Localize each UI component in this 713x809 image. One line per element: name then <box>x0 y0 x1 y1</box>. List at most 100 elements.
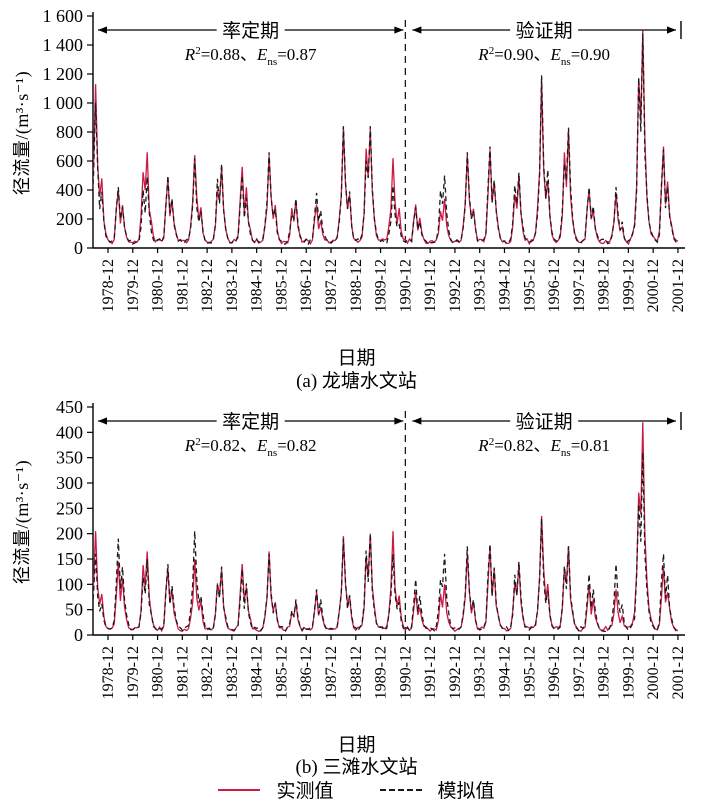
period-stats-part: =0.87 <box>277 45 317 64</box>
x-tick-label: 1998-12 <box>596 259 613 312</box>
period-stats-part: E <box>550 436 562 455</box>
y-tick-label: 250 <box>56 498 83 518</box>
y-tick-label: 300 <box>56 473 83 493</box>
legend-simulated-label: 模拟值 <box>437 781 495 802</box>
y-axis-label-a: 径流量/(m³·s⁻¹) <box>12 70 32 196</box>
period-stats: R2=0.82、Ens=0.81 <box>477 436 610 459</box>
x-tick-label: 2001-12 <box>670 259 687 312</box>
x-tick-label: 1995-12 <box>521 646 538 699</box>
x-tick-label: 1980-12 <box>150 259 167 312</box>
period-stats-part: =0.90 <box>571 45 610 64</box>
period-stats-part: =0.82、 <box>201 436 257 455</box>
period-label: 验证期 <box>516 20 573 42</box>
y-tick-label: 0 <box>74 238 83 258</box>
x-tick-label: 1991-12 <box>422 646 439 699</box>
x-tick-label: 1981-12 <box>174 646 191 699</box>
y-tick-label: 350 <box>56 448 83 468</box>
x-tick-label: 1982-12 <box>199 259 216 312</box>
y-tick-label: 1 000 <box>43 93 84 113</box>
simulated-series-line <box>93 33 678 246</box>
y-tick-label: 0 <box>74 625 83 645</box>
y-tick-label: 1 400 <box>43 35 84 55</box>
x-tick-label: 2001-12 <box>670 646 687 699</box>
x-tick-label: 1984-12 <box>249 646 266 699</box>
period-stats-part: ns <box>267 447 277 459</box>
arrowhead <box>98 417 107 425</box>
x-tick-label: 1996-12 <box>546 259 563 312</box>
period-stats-part: =0.88、 <box>201 45 257 64</box>
x-tick-label: 1984-12 <box>249 259 266 312</box>
period-stats-part: ns <box>267 56 277 68</box>
arrowhead <box>394 26 404 34</box>
x-tick-label: 1986-12 <box>298 646 315 699</box>
period-stats-part: E <box>256 436 268 455</box>
legend-observed-label: 实测值 <box>276 781 334 802</box>
period-stats-part: =0.90、 <box>494 45 550 64</box>
period-stats-part: 2 <box>195 45 201 57</box>
y-tick-label: 400 <box>56 422 83 442</box>
y-tick-label: 800 <box>56 122 83 142</box>
y-axis-label-b: 径流量/(m³·s⁻¹) <box>12 459 32 585</box>
period-stats-part: 2 <box>195 436 201 448</box>
x-tick-label: 1988-12 <box>348 646 365 699</box>
x-tick-label: 1986-12 <box>298 259 315 312</box>
simulated-series-line <box>93 452 679 633</box>
x-tick-label: 1988-12 <box>348 259 365 312</box>
x-tick-label: 1979-12 <box>125 646 142 699</box>
x-tick-label: 1983-12 <box>224 259 241 312</box>
period-stats-part: R <box>184 45 196 64</box>
legend-simulated-line-swatch <box>379 788 422 791</box>
x-tick-label: 1990-12 <box>397 646 414 699</box>
x-axis-label-b: 日期 <box>337 735 376 756</box>
period-stats-part: 2 <box>489 45 495 57</box>
x-tick-label: 1981-12 <box>174 259 191 312</box>
arrowhead <box>98 26 107 34</box>
y-tick-label: 600 <box>56 151 83 171</box>
x-tick-label: 1994-12 <box>496 259 513 312</box>
period-stats-part: =0.81 <box>571 436 610 455</box>
arrowhead <box>667 26 676 34</box>
x-tick-label: 1993-12 <box>472 646 489 699</box>
x-tick-label: 1978-12 <box>100 646 117 699</box>
period-stats: R2=0.88、Ens=0.87 <box>184 45 317 68</box>
period-label: 验证期 <box>516 411 573 433</box>
x-tick-label: 1997-12 <box>571 259 588 312</box>
observed-series-line <box>93 30 679 246</box>
period-stats-part: 2 <box>489 436 495 448</box>
arrowhead <box>412 417 422 425</box>
period-stats: R2=0.90、Ens=0.90 <box>477 45 610 68</box>
y-tick-label: 100 <box>56 574 83 594</box>
station-caption-b: (b) 三滩水文站 <box>295 757 418 778</box>
period-label: 率定期 <box>222 20 279 42</box>
x-tick-label: 1995-12 <box>521 259 538 312</box>
x-tick-label: 2000-12 <box>645 259 662 312</box>
period-stats-part: E <box>550 45 562 64</box>
x-tick-label: 1998-12 <box>596 646 613 699</box>
x-tick-label: 1989-12 <box>373 259 390 312</box>
x-tick-label: 1982-12 <box>199 646 216 699</box>
x-tick-label: 1978-12 <box>100 259 117 312</box>
y-tick-label: 200 <box>56 209 83 229</box>
y-tick-label: 450 <box>56 397 83 417</box>
arrowhead <box>394 417 404 425</box>
x-tick-label: 1993-12 <box>472 259 489 312</box>
station-caption-a: (a) 龙塘水文站 <box>296 371 417 392</box>
y-tick-label: 400 <box>56 180 83 200</box>
period-stats-part: ns <box>561 447 571 459</box>
period-stats-part: ns <box>561 56 571 68</box>
x-tick-label: 1997-12 <box>571 646 588 699</box>
x-axis-label-a: 日期 <box>337 348 376 369</box>
x-tick-label: 1985-12 <box>273 646 290 699</box>
x-tick-label: 1985-12 <box>273 259 290 312</box>
x-tick-label: 2000-12 <box>645 646 662 699</box>
x-tick-label: 1989-12 <box>373 646 390 699</box>
x-tick-label: 1996-12 <box>546 646 563 699</box>
legend-observed-line-swatch <box>218 788 261 791</box>
period-stats: R2=0.82、Ens=0.82 <box>184 436 317 459</box>
x-tick-label: 1983-12 <box>224 646 241 699</box>
x-tick-label: 1987-12 <box>323 646 340 699</box>
period-stats-part: R <box>184 436 196 455</box>
legend: 实测值 模拟值 <box>0 776 713 803</box>
